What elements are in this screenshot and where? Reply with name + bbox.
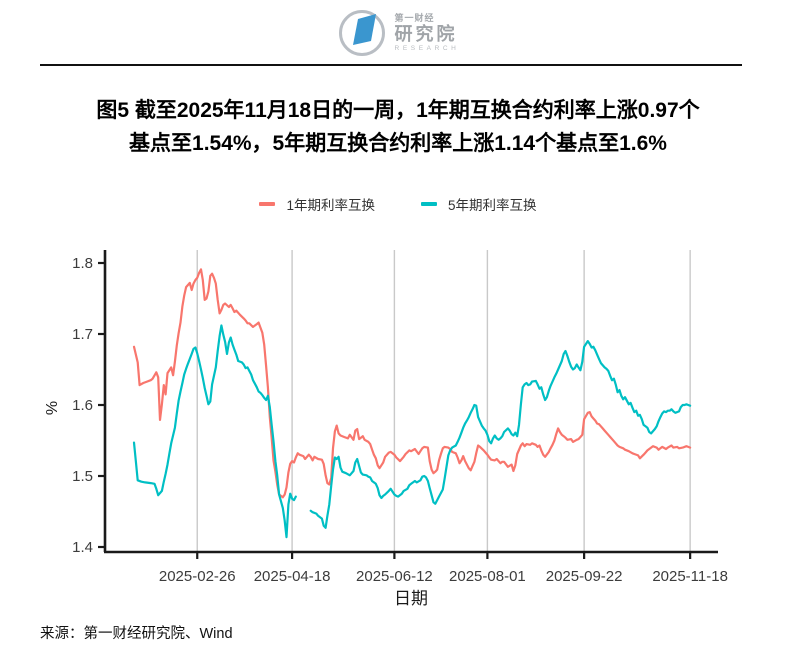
yicai-logo-icon <box>338 10 385 56</box>
line-chart: 1.8 1.7 1.6 1.5 1.4 2025-02-26 2025-04-18 2025-… <box>44 250 728 608</box>
y-tick-label: 1.4 <box>72 539 93 556</box>
y-tick-label: 1.5 <box>72 468 93 485</box>
figure-title: 图5 截至2025年11月18日的一周，1年期互换合约利率上涨0.97个 基点至… <box>38 94 758 160</box>
series-line-1y <box>132 268 692 499</box>
chart-legend: 1年期利率互换 5年期利率互换 <box>0 194 796 214</box>
legend-item-5y: 5年期利率互换 <box>421 194 537 214</box>
x-tick-label: 2025-04-18 <box>254 568 331 585</box>
brand-logo: 第一财经 研究院 RESEARCH <box>0 8 796 58</box>
legend-label-5y: 5年期利率互换 <box>448 198 537 213</box>
x-tick-label: 2025-11-18 <box>652 568 728 585</box>
header-divider <box>40 64 742 66</box>
figure-title-line2: 基点至1.54%，5年期互换合约利率上涨1.14个基点至1.6% <box>129 132 667 155</box>
series-line-5y <box>132 324 297 539</box>
figure-title-line1: 图5 截至2025年11月18日的一周，1年期互换合约利率上涨0.97个 <box>96 99 700 122</box>
brand-top-label: 第一财经 <box>394 12 435 23</box>
legend-swatch-1y <box>259 202 276 206</box>
x-tick-label: 2025-06-12 <box>356 568 433 585</box>
x-axis-title: 日期 <box>394 589 428 608</box>
x-tick-label: 2025-09-22 <box>546 568 623 585</box>
y-tick-label: 1.7 <box>72 326 93 343</box>
legend-swatch-5y <box>421 202 437 206</box>
series-line-5y <box>309 339 692 529</box>
legend-label-1y: 1年期利率互换 <box>286 198 375 213</box>
y-tick-label: 1.8 <box>72 255 93 272</box>
brand-sub-label: RESEARCH <box>394 44 460 52</box>
y-tick-label: 1.6 <box>72 397 93 414</box>
x-tick-label: 2025-02-26 <box>159 568 236 585</box>
x-tick-label: 2025-08-01 <box>449 568 526 585</box>
brand-wordmark: 第一财经 研究院 RESEARCH <box>394 12 460 53</box>
source-note: 来源：第一财经研究院、Wind <box>40 626 233 642</box>
brand-main-label: 研究院 <box>394 23 458 44</box>
legend-item-1y: 1年期利率互换 <box>259 194 375 214</box>
y-axis-title: % <box>44 401 61 415</box>
